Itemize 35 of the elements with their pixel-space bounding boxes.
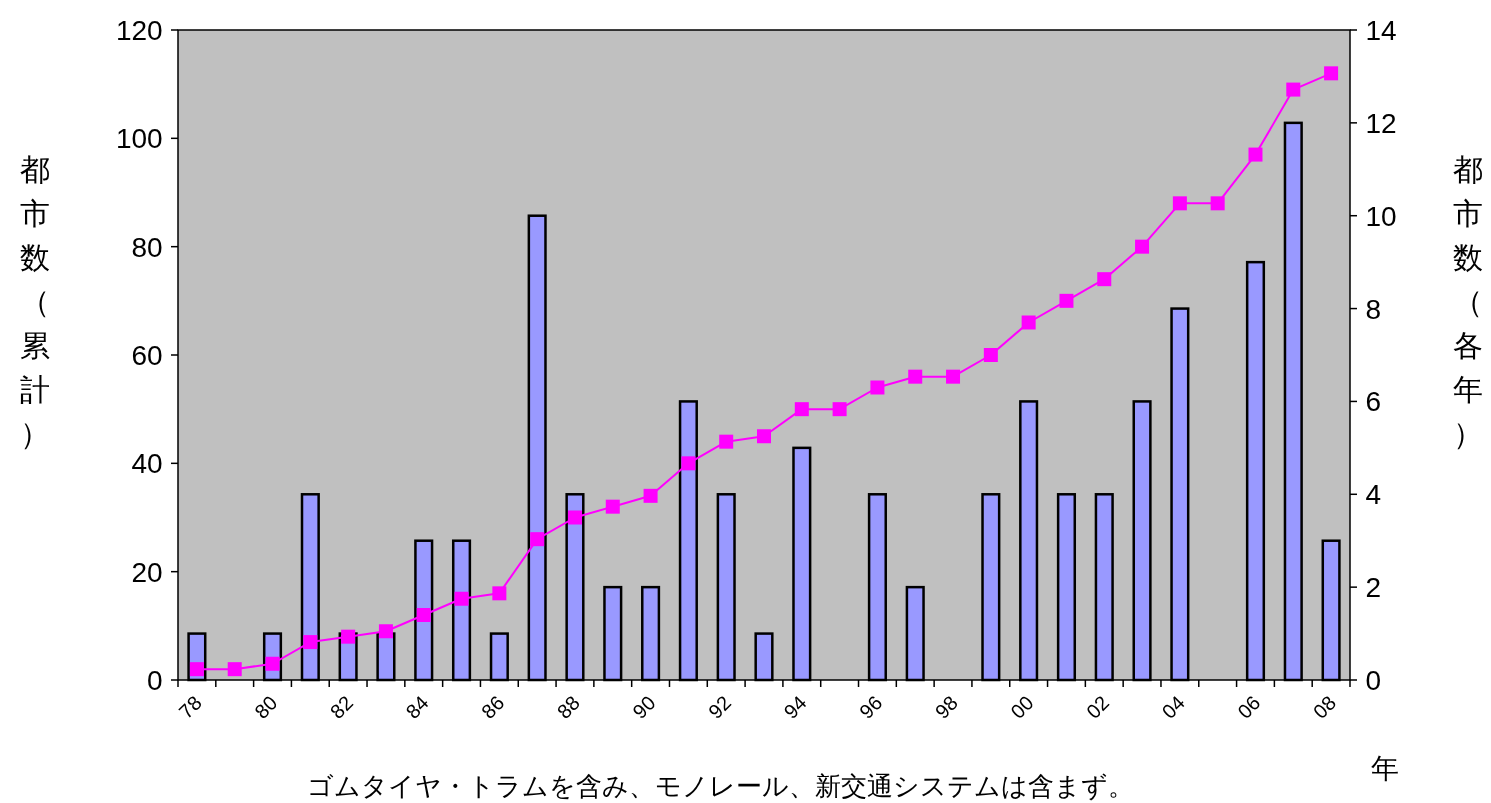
x-tick-label: 86 [477,691,509,723]
x-tick-label: 78 [174,691,206,723]
x-tick-label: 08 [1308,691,1341,723]
y2-tick-label: 2 [1365,572,1381,604]
x-tick-label: 94 [779,691,811,723]
x-tick-label: 04 [1157,691,1189,723]
y-tick-label: 0 [147,665,163,696]
x-tick-label: 84 [401,691,433,723]
x-tick-label: 98 [930,691,963,723]
x-tick-label: 90 [628,691,660,723]
x-tick-label: 00 [1006,691,1038,723]
x-tick-label: 92 [703,691,736,723]
y2-tick-label: 14 [1365,15,1397,46]
y-tick-label: 60 [131,340,163,371]
x-tick-label: 88 [552,691,584,723]
text: ゴムタイヤ・トラムを含み、モノレール、新交通システムは含まず。 [306,771,1134,801]
y2-tick-label: 12 [1365,107,1397,139]
x-tick-label: 80 [250,691,282,723]
y2-tick-label: 10 [1365,200,1397,232]
x-tick-label: 96 [855,691,887,723]
y2-tick-label: 0 [1365,665,1381,696]
x-tick-label: 02 [1081,691,1114,723]
y2-axis-title: 都市数（各年） [1453,153,1483,450]
x-axis-title: 年 [1371,753,1399,784]
y2-tick-label: 6 [1365,386,1381,418]
y-tick-label: 80 [131,231,163,263]
y-tick-label: 120 [115,15,163,46]
y-tick-label: 20 [131,556,163,588]
x-tick-label: 06 [1233,691,1265,723]
y2-tick-label: 8 [1365,293,1381,325]
y-axis-title: 都市数（累計） [20,153,50,450]
y-tick-label: 40 [131,448,163,480]
x-tick-label: 82 [325,691,358,723]
y-tick-label: 100 [115,123,163,155]
y2-tick-label: 4 [1365,479,1381,511]
